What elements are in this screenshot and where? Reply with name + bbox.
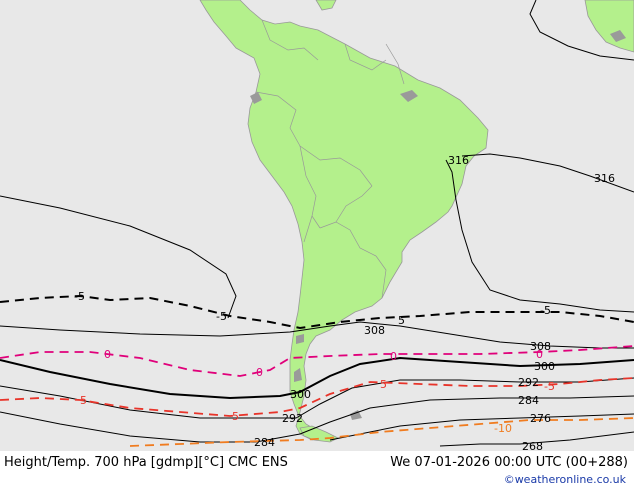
temp-contour-minus10 bbox=[129, 417, 634, 447]
temp-label-l: -5 bbox=[544, 380, 555, 393]
temp-label-m: -10 bbox=[494, 422, 512, 435]
temp-label-i: 5 bbox=[80, 394, 87, 407]
credit-link[interactable]: ©weatheronline.co.uk bbox=[503, 473, 626, 486]
height-label-284-a: 284 bbox=[254, 436, 275, 449]
temp-label-k: 5 bbox=[380, 378, 387, 391]
temp-label-f: 0 bbox=[256, 366, 263, 379]
country-borders bbox=[255, 19, 405, 299]
height-label-308-b: 308 bbox=[530, 340, 551, 353]
valid-time: We 07-01-2026 00:00 UTC (00+288) bbox=[390, 455, 628, 470]
temp-contour-0 bbox=[0, 345, 634, 377]
lakes bbox=[250, 30, 626, 420]
height-label-308-a: 308 bbox=[364, 324, 385, 337]
temp-label-j: 5 bbox=[232, 410, 239, 423]
south-america-land bbox=[199, 0, 489, 441]
height-label-292-b: 292 bbox=[518, 376, 539, 389]
temp-label-g: 0 bbox=[390, 350, 397, 363]
height-label-292-a: 292 bbox=[282, 412, 303, 425]
height-label-268: 268 bbox=[522, 440, 543, 453]
contour-nw bbox=[0, 195, 237, 319]
temp-contour-5-red bbox=[0, 377, 634, 417]
contour-308 bbox=[0, 321, 634, 349]
contour-316 bbox=[445, 159, 634, 313]
temp-label-e: 0 bbox=[104, 348, 111, 361]
temp-label-a: -5 bbox=[74, 290, 85, 303]
height-label-316-b: 316 bbox=[594, 172, 615, 185]
height-label-300-a: 300 bbox=[290, 388, 311, 401]
height-contours bbox=[0, 0, 634, 447]
temp-label-d: -5 bbox=[540, 304, 551, 317]
temp-label-h: 0 bbox=[536, 348, 543, 361]
contour-284 bbox=[0, 395, 634, 443]
temp-label-b: -5 bbox=[216, 310, 227, 323]
height-label-284-b: 284 bbox=[518, 394, 539, 407]
contour-300 bbox=[0, 356, 634, 400]
height-label-316-a: 316 bbox=[448, 154, 469, 167]
height-label-276: 276 bbox=[530, 412, 551, 425]
footer: Height/Temp. 700 hPa [gdmp][°C] CMC ENS … bbox=[0, 451, 634, 490]
map-title: Height/Temp. 700 hPa [gdmp][°C] CMC ENS bbox=[4, 455, 288, 470]
contour-268 bbox=[439, 431, 634, 447]
contour-labels: 316 316 308 308 300 300 292 292 284 284 … bbox=[74, 154, 615, 453]
temp-contour-5-black bbox=[0, 294, 634, 330]
temp-label-c: 5 bbox=[398, 314, 405, 327]
height-label-300-b: 300 bbox=[534, 360, 555, 373]
contour-316-b bbox=[461, 153, 634, 193]
contour-ne bbox=[529, 0, 634, 61]
contour-292 bbox=[0, 377, 634, 419]
n-island bbox=[315, 0, 337, 11]
